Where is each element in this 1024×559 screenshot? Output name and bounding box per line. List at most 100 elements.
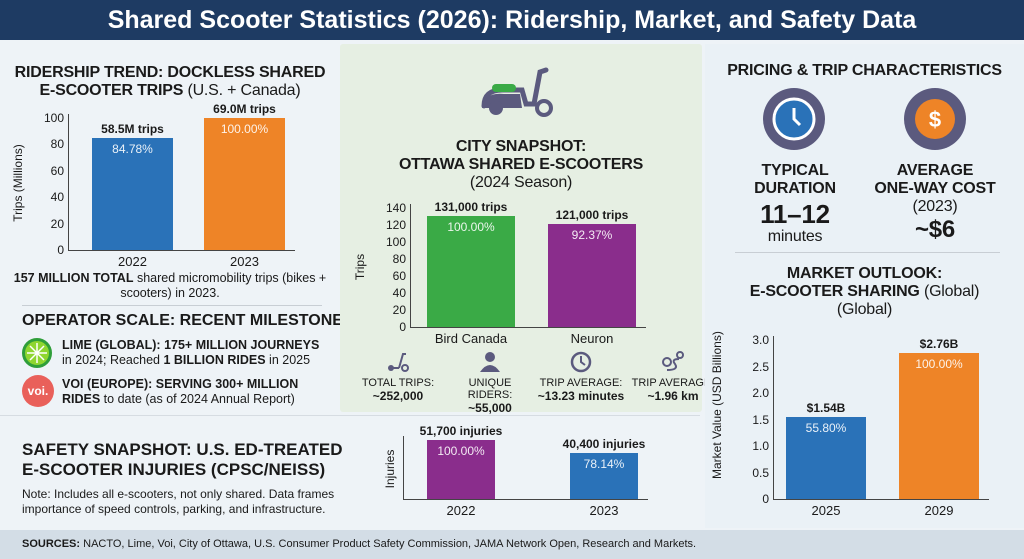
city-subtitle: (2024 Season): [469, 174, 573, 191]
x-tick-label: Neuron: [570, 331, 614, 346]
voi-text: to date (as of 2024 Annual Report): [100, 392, 295, 406]
cost-year: (2023): [912, 198, 958, 215]
y-tick-label: 0: [399, 320, 406, 334]
bar-value-label: 40,400 injuries: [562, 436, 646, 451]
bar-percent-label: 100.00%: [447, 219, 495, 234]
voi-logo-icon: voi.: [22, 375, 54, 407]
y-tick-label: 80: [392, 252, 406, 266]
y-tick-label: 140: [385, 201, 406, 215]
city-title-line1: CITY SNAPSHOT:: [455, 138, 587, 155]
ridership-title-light: (U.S. + Canada): [187, 82, 301, 99]
divider: [22, 305, 322, 306]
y-tick-label: 80: [50, 137, 64, 152]
city-stat-label: TRIP AVERAGE:: [539, 377, 623, 389]
lime-logo-icon: [22, 338, 52, 368]
x-axis: [773, 499, 989, 500]
city-title: CITY SNAPSHOT: OTTAWA SHARED E-SCOOTERS (2…: [340, 138, 702, 192]
bar-value-label: 58.5M trips: [101, 122, 164, 137]
x-tick-label: 2023: [230, 254, 259, 269]
market-title-line3: (Global): [836, 301, 893, 318]
sources-text: NACTO, Lime, Voi, City of Ottawa, U.S. C…: [83, 538, 697, 550]
bar-value-label: 121,000 trips: [555, 208, 629, 223]
y-tick-label: 100: [43, 111, 64, 125]
injuries-chart: Injuries 51,700 injuries 100.00% 2022 40,400…: [370, 420, 700, 528]
y-axis: [773, 336, 774, 499]
person-icon: [480, 352, 500, 372]
y-tick-label: 20: [392, 303, 406, 317]
ridership-title-bold: RIDERSHIP TREND: DOCKLESS SHARED E-SCOOT…: [14, 64, 326, 99]
lime-bold1: LIME (GLOBAL): 175+ MILLION JOURNEYS: [62, 338, 320, 352]
safety-note: Note: Includes all e-scooters, not only …: [22, 487, 335, 516]
bar-value-label: $1.54B: [806, 401, 846, 416]
bar-value-label: 131,000 trips: [434, 199, 508, 214]
x-tick-label: Bird Canada: [434, 331, 508, 346]
bar-2023: [570, 452, 638, 499]
market-title-line1: MARKET OUTLOOK:: [786, 265, 943, 282]
duration-label1: TYPICAL: [761, 162, 829, 179]
y-axis: [410, 204, 411, 327]
scooter-icon: [388, 353, 409, 372]
y-tick-label: 2.5: [752, 359, 769, 374]
city-title-line2: OTTAWA SHARED E-SCOOTERS: [398, 156, 644, 173]
city-stat-0: TOTAL TRIPS: ~252,000: [353, 350, 443, 403]
bar-percent-label: 55.80%: [805, 421, 847, 436]
bar-percent-label: 100.00%: [915, 356, 963, 371]
y-tick-label: 0: [762, 492, 769, 506]
x-axis: [410, 327, 646, 328]
bar-neuron: [548, 224, 636, 327]
city-stat-value: ~55,000: [468, 401, 512, 415]
bar-percent-label: 100.00%: [437, 444, 485, 458]
city-stat-label: TRIP AVERAGE:: [631, 377, 715, 389]
bar-percent-label: 92.37%: [571, 228, 613, 243]
bar-percent-label: 78.14%: [583, 456, 625, 471]
y-tick-label: 100: [385, 235, 406, 249]
x-tick-label: 2025: [811, 503, 841, 518]
pricing-title: PRICING & TRIP CHARACTERISTICS: [727, 62, 1002, 79]
divider: [0, 415, 700, 416]
operators-title: OPERATOR SCALE: RECENT MILESTONES: [22, 312, 354, 329]
bar-value-label: 51,700 injuries: [419, 424, 503, 438]
y-tick-label: 120: [385, 218, 406, 232]
y-axis: [403, 436, 404, 499]
x-tick-label: 2023: [589, 503, 619, 518]
safety-title: SAFETY SNAPSHOT: U.S. ED-TREATED E-SCOOTE…: [22, 440, 343, 480]
city-stat-3: TRIP AVERAGE: ~1.96 km: [628, 350, 718, 403]
ridership-note-bold: 157 MILLION TOTAL: [13, 271, 134, 285]
ridership-title: RIDERSHIP TREND: DOCKLESS SHARED E-SCOOT…: [10, 64, 330, 100]
y-axis-label: Trips (Millions): [11, 144, 25, 222]
y-tick-label: 2.0: [752, 386, 769, 400]
ottawa-chart: Trips 0 20 40 60 80 100 120 140 131,000 trips 100.…: [340, 195, 702, 350]
duration-block: TYPICAL DURATION 11–12 minutes: [740, 162, 850, 246]
city-stat-value: ~13.23 minutes: [537, 389, 625, 403]
bar-percent-label: 100.00%: [220, 122, 269, 136]
bar-2025: [786, 417, 866, 499]
city-stat-label: TOTAL TRIPS:: [361, 377, 435, 389]
x-tick-label: 2022: [118, 254, 147, 269]
y-tick-label: 60: [392, 269, 406, 283]
city-stat-1: UNIQUE RIDERS: ~55,000: [445, 350, 535, 415]
y-axis: [68, 114, 69, 250]
ridership-note: 157 MILLION TOTAL shared micromobility t…: [10, 271, 330, 301]
city-stat-value: ~1.96 km: [647, 389, 699, 403]
bar-percent-label: 84.78%: [112, 142, 153, 157]
cost-label1: AVERAGE: [896, 162, 974, 179]
y-tick-label: 20: [50, 216, 64, 231]
ridership-chart: Trips (Millions) 0 20 40 60 80 100 58.5M trips 8…: [0, 100, 335, 270]
ridership-note-text: shared micromobility trips (bikes + scoo…: [120, 271, 327, 300]
cost-label2: ONE-WAY COST: [874, 180, 996, 197]
y-tick-label: 0.5: [752, 465, 769, 480]
clock-icon: [570, 351, 592, 373]
y-tick-label: 1.5: [752, 412, 769, 427]
lime-text2: in 2025: [265, 353, 311, 367]
voi-milestone: VOI (EUROPE): SERVING 300+ MILLION RIDES…: [62, 377, 337, 407]
duration-label2: DURATION: [754, 180, 836, 197]
city-stat-label: UNIQUE RIDERS:: [467, 377, 513, 401]
y-tick-label: 0: [57, 243, 64, 257]
cost-dollar-icon: $: [904, 88, 966, 150]
y-axis-label: Injuries: [383, 449, 397, 488]
bar-value-label: 69.0M trips: [213, 102, 276, 116]
y-axis-label: Trips: [353, 253, 367, 280]
x-axis: [403, 499, 648, 500]
lime-bold2: 1 BILLION RIDES: [163, 353, 266, 367]
bar-2023: [204, 118, 285, 250]
